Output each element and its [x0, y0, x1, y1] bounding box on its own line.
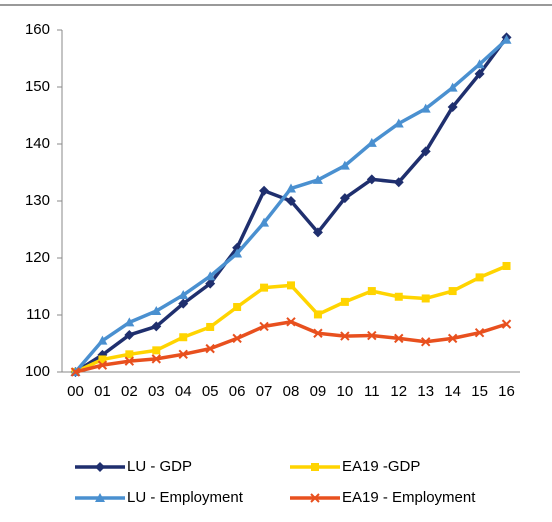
x-tick-label: 04 — [175, 383, 192, 400]
marker — [420, 337, 431, 347]
x-tick-label: 11 — [364, 383, 380, 400]
x-tick-label: 05 — [202, 383, 219, 400]
marker — [339, 193, 350, 204]
marker — [313, 310, 322, 319]
marker — [310, 493, 320, 503]
x-tick-label: 13 — [417, 383, 434, 400]
marker — [124, 356, 135, 366]
marker — [205, 343, 215, 354]
marker — [501, 319, 512, 329]
marker — [286, 196, 296, 206]
x-tick-label: 08 — [283, 383, 300, 400]
x-tick-label: 01 — [94, 383, 111, 400]
marker — [259, 185, 270, 196]
marker — [312, 174, 323, 184]
x-tick-label: 09 — [310, 383, 327, 400]
marker — [312, 227, 323, 238]
marker — [393, 118, 404, 128]
marker — [393, 177, 404, 188]
marker — [311, 463, 319, 471]
legend-label: LU - GDP — [127, 458, 192, 475]
x-tick-label: 00 — [67, 383, 84, 400]
marker — [420, 103, 431, 113]
marker — [366, 174, 377, 185]
y-tick-label: 120 — [25, 249, 50, 266]
marker — [206, 322, 215, 331]
x-tick-label: 02 — [121, 383, 138, 400]
marker — [232, 333, 242, 344]
marker — [286, 317, 296, 327]
legend-label: LU - Employment — [127, 489, 244, 506]
marker — [447, 333, 458, 344]
marker — [125, 350, 134, 359]
x-tick-label: 03 — [148, 383, 165, 400]
marker — [179, 333, 188, 342]
marker — [340, 331, 350, 341]
marker — [95, 493, 105, 502]
x-tick-label: 10 — [337, 383, 354, 400]
marker — [474, 68, 485, 79]
marker — [151, 321, 162, 332]
legend-label: EA19 -GDP — [342, 458, 420, 475]
marker — [339, 160, 350, 170]
marker — [232, 248, 243, 258]
legend-label: EA19 - Employment — [342, 489, 476, 506]
marker — [286, 183, 296, 193]
marker — [475, 273, 484, 282]
marker — [367, 287, 376, 296]
marker — [124, 329, 135, 340]
marker — [313, 328, 323, 338]
marker — [95, 462, 105, 472]
x-tick-label: 12 — [390, 383, 407, 400]
x-tick-label: 14 — [444, 383, 461, 400]
y-tick-label: 100 — [25, 363, 50, 380]
marker — [178, 290, 189, 300]
marker — [97, 335, 108, 345]
marker — [287, 281, 295, 290]
marker — [447, 82, 458, 92]
marker — [474, 59, 485, 69]
marker — [448, 287, 457, 296]
y-tick-label: 160 — [25, 21, 50, 38]
marker — [367, 330, 377, 341]
series-line — [75, 320, 508, 374]
marker — [152, 346, 161, 355]
marker — [420, 146, 431, 157]
x-tick-label: 15 — [471, 383, 488, 400]
marker — [151, 354, 162, 364]
y-tick-label: 140 — [25, 135, 50, 152]
marker — [260, 283, 269, 292]
marker — [233, 303, 242, 312]
marker — [151, 306, 162, 316]
marker — [205, 278, 216, 289]
y-tick-label: 130 — [25, 192, 50, 209]
marker — [501, 34, 512, 44]
marker — [340, 297, 349, 306]
marker — [502, 261, 511, 270]
marker — [178, 298, 189, 309]
marker — [259, 217, 270, 227]
marker — [97, 360, 108, 370]
marker — [259, 321, 269, 332]
marker — [98, 355, 107, 364]
marker — [394, 292, 403, 301]
x-tick-label: 16 — [498, 383, 515, 400]
marker — [421, 294, 430, 303]
x-tick-label: 07 — [256, 383, 273, 400]
y-tick-label: 110 — [26, 306, 50, 323]
marker — [205, 271, 216, 281]
y-tick-label: 150 — [25, 78, 50, 95]
marker — [366, 137, 377, 147]
marker — [447, 101, 458, 112]
x-tick-label: 06 — [229, 383, 246, 400]
marker — [178, 349, 188, 360]
marker — [124, 317, 135, 327]
marker — [474, 327, 485, 338]
marker — [70, 367, 81, 377]
marker — [394, 333, 404, 344]
